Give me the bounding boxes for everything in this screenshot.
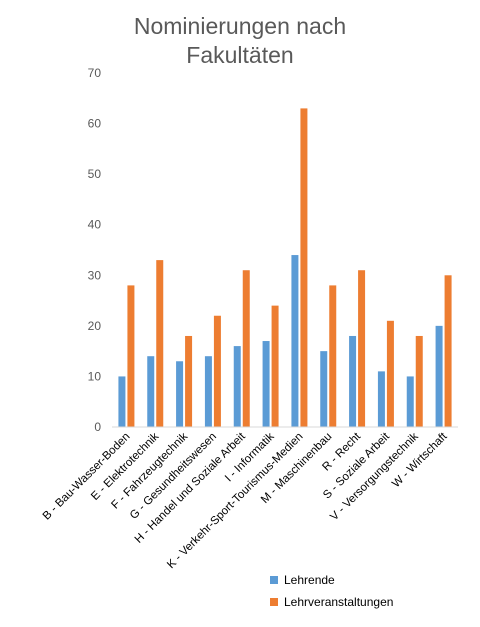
y-tick-label: 0	[94, 420, 101, 434]
y-tick-label: 40	[88, 218, 102, 232]
bar-lehrende	[435, 325, 443, 427]
bar-lehrveranstaltungen	[213, 315, 221, 427]
bar-lehrende	[406, 376, 414, 427]
chart-title-line-2: Fakultäten	[186, 42, 294, 68]
x-tick-label: K - Verkehr-Sport-Tourismus-Medien	[165, 431, 305, 571]
legend-item-lehrveranstaltungen: Lehrveranstaltungen	[270, 592, 393, 611]
y-tick-label: 60	[88, 117, 102, 131]
legend: Lehrende Lehrveranstaltungen	[270, 570, 393, 614]
bar-lehrveranstaltungen	[127, 285, 135, 427]
legend-label-lehrende: Lehrende	[284, 572, 335, 587]
bar-lehrveranstaltungen	[386, 320, 394, 427]
y-axis-ticks: 0 10 20 30 40 50 60 70	[88, 66, 102, 434]
bar-lehrveranstaltungen	[271, 305, 279, 427]
bar-lehrveranstaltungen	[156, 260, 164, 427]
y-tick-label: 10	[88, 369, 102, 383]
bar-lehrende	[204, 356, 212, 427]
y-tick-label: 20	[88, 319, 102, 333]
legend-item-lehrende: Lehrende	[270, 570, 393, 589]
bar-lehrende	[291, 255, 299, 427]
bar-lehrende	[349, 335, 357, 427]
bar-lehrveranstaltungen	[242, 270, 250, 427]
bar-lehrende	[377, 371, 385, 427]
y-tick-label: 30	[88, 268, 102, 282]
bar-lehrveranstaltungen	[415, 335, 423, 427]
bar-lehrende	[320, 351, 328, 427]
bar-lehrende	[233, 346, 241, 427]
bar-lehrende	[118, 376, 126, 427]
y-tick-label: 70	[88, 66, 102, 80]
bar-lehrveranstaltungen	[329, 285, 337, 427]
y-tick-label: 50	[88, 167, 102, 181]
bar-lehrveranstaltungen	[300, 108, 308, 428]
bar-lehrende	[147, 356, 155, 427]
bar-lehrveranstaltungen	[185, 335, 193, 427]
legend-swatch-lehrende	[270, 575, 278, 584]
legend-swatch-lehrveranstaltungen	[270, 597, 278, 606]
chart-title: Nominierungen nach Fakultäten	[0, 12, 480, 70]
bar-group	[118, 108, 452, 428]
bar-lehrende	[262, 341, 270, 427]
chart-title-line-1: Nominierungen nach	[133, 13, 347, 39]
legend-label-lehrveranstaltungen: Lehrveranstaltungen	[284, 594, 394, 609]
bar-lehrende	[176, 361, 184, 427]
bar-lehrveranstaltungen	[444, 275, 452, 427]
bar-lehrveranstaltungen	[358, 270, 366, 427]
